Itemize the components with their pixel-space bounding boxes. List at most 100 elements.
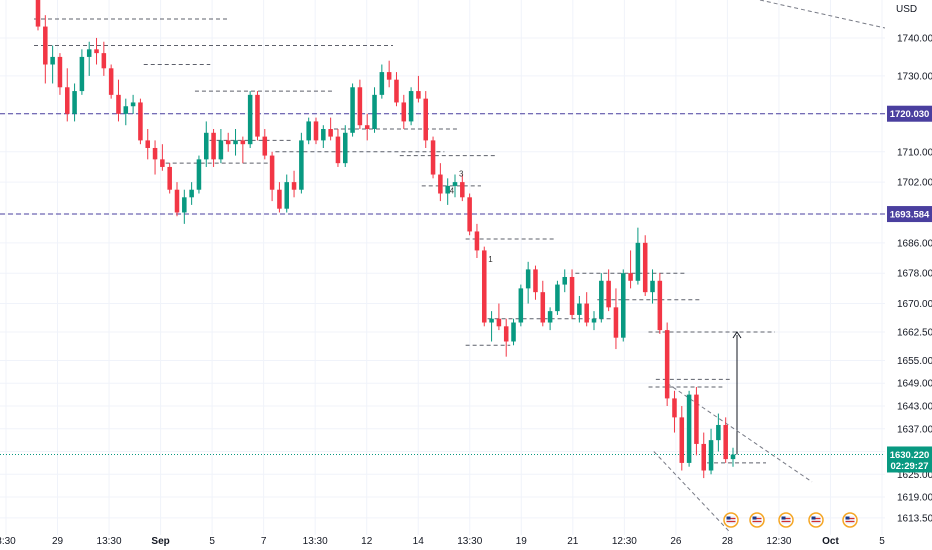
candle-body: [108, 68, 114, 95]
candle-body: [313, 121, 319, 141]
current-price-badge: [887, 446, 932, 473]
candle-body: [123, 106, 129, 114]
y-tick-label: 1702.000: [897, 178, 932, 189]
candle-body: [511, 322, 516, 342]
y-tick-label: 1643.000: [897, 401, 932, 412]
candle-body: [547, 311, 553, 323]
countdown-text: 02:29:27: [890, 461, 928, 472]
candle-body: [145, 140, 151, 148]
trend-line[interactable]: [759, 0, 886, 29]
candle-body: [445, 185, 450, 194]
candle-body: [182, 197, 187, 213]
candle-body: [130, 102, 136, 107]
candle-body: [635, 242, 641, 281]
candle-body: [167, 166, 172, 190]
pattern-annotation: 4: [450, 187, 455, 196]
candle-body: [101, 53, 107, 69]
candle-body: [138, 102, 143, 141]
candle-body: [218, 140, 224, 160]
candle-body: [233, 140, 238, 145]
x-tick-label: 28: [722, 536, 734, 547]
candle-body: [481, 250, 487, 323]
us-flag-icon[interactable]: [723, 512, 739, 528]
x-tick-label: 12:30: [766, 536, 791, 547]
candle-body: [225, 140, 231, 145]
candle-body: [613, 307, 619, 338]
event-icons[interactable]: [723, 512, 858, 528]
y-tick-label: 1649.000: [897, 379, 932, 390]
candle-body: [321, 129, 326, 141]
candle-body: [408, 91, 414, 122]
us-flag-icon[interactable]: [749, 512, 765, 528]
x-tick-label: 13:30: [457, 536, 482, 547]
flag-canton: [781, 516, 786, 520]
level-badge-text: 1693.584: [890, 210, 930, 221]
candle-body: [262, 136, 268, 156]
target-arrowhead: [732, 331, 742, 339]
x-tick-label: 5: [879, 536, 885, 547]
x-tick-label: 13:30: [303, 536, 328, 547]
flag-canton: [752, 516, 757, 520]
candle-body: [657, 280, 663, 331]
y-tick-label: 1686.000: [897, 238, 932, 249]
x-tick-label: 13:30: [97, 536, 122, 547]
candle-body: [430, 140, 436, 175]
us-flag-icon[interactable]: [778, 512, 794, 528]
candle-body: [50, 56, 55, 65]
candle-body: [694, 394, 699, 444]
flag-canton: [845, 516, 850, 520]
candle-body: [394, 79, 399, 103]
candle-body: [277, 189, 282, 209]
x-tick-label: 7: [261, 536, 267, 547]
candle-body: [474, 231, 480, 251]
candle-body: [716, 424, 721, 441]
candle-body: [64, 87, 70, 114]
candle-body: [730, 454, 736, 460]
candle-body: [708, 440, 714, 471]
candle-body: [328, 129, 333, 137]
candle-body: [364, 125, 370, 130]
candle-body: [350, 87, 355, 133]
y-tick-label: 1710.000: [897, 147, 932, 158]
x-tick-label: 29: [52, 536, 64, 547]
candle-body: [584, 303, 589, 323]
y-tick-label: 1613.500: [897, 513, 932, 524]
candle-body: [525, 269, 531, 289]
x-tick-label: Sep: [151, 536, 169, 547]
time-axis[interactable]: 3:30 29 13:30 Sep 5 7 13:30 12 14 13:30 19 21 12:30 2…: [0, 536, 885, 547]
y-tick-label: 1678.000: [897, 269, 932, 280]
y-tick-label: 1655.000: [897, 356, 932, 367]
flag-field: [781, 516, 791, 524]
candle-body: [679, 417, 685, 463]
flag-field: [726, 516, 736, 524]
candle-body: [211, 132, 216, 160]
candle-body: [540, 292, 546, 323]
candle-body: [489, 318, 494, 323]
candle-body: [723, 424, 728, 460]
candle-body: [306, 121, 311, 141]
candle-body: [642, 242, 648, 293]
candle-body: [620, 273, 626, 338]
candle-body: [518, 288, 524, 323]
y-tick-label: 1662.500: [897, 328, 932, 339]
candle-body: [35, 0, 41, 27]
candle-body: [160, 159, 165, 167]
y-tick-label: 1625.000: [897, 470, 932, 481]
y-tick-label: 1730.000: [897, 71, 932, 82]
candle-body: [460, 182, 465, 198]
horizontal-levels: [0, 113, 885, 455]
x-tick-label: Oct: [822, 536, 839, 547]
us-flag-icon[interactable]: [842, 512, 858, 528]
candle-body: [599, 280, 604, 319]
flag-canton: [726, 516, 731, 520]
candle-body: [496, 318, 502, 327]
candle-body: [94, 49, 99, 54]
candle-body: [299, 140, 304, 190]
candle-body: [401, 102, 407, 122]
channel-line-lower[interactable]: [653, 451, 730, 532]
us-flag-icon[interactable]: [808, 512, 824, 528]
candle-body: [269, 155, 275, 190]
